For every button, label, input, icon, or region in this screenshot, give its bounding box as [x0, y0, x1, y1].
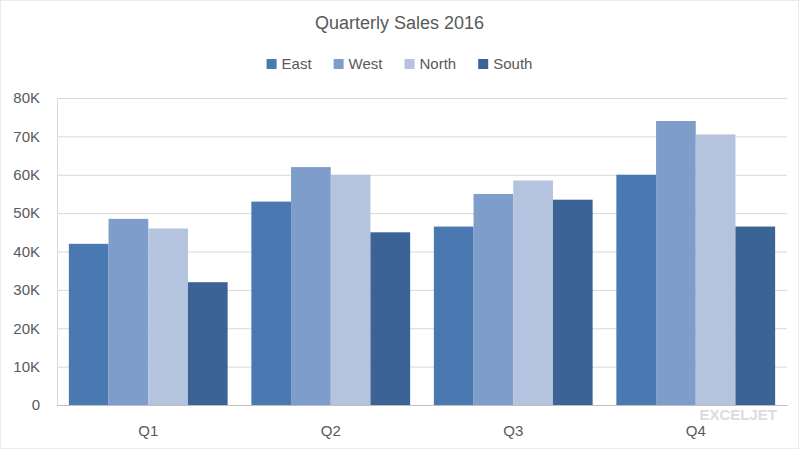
legend-label: North	[420, 55, 457, 72]
x-tick: Q1	[138, 405, 158, 439]
legend-swatch	[334, 59, 344, 69]
legend-item: West	[334, 55, 384, 72]
x-tick-label: Q4	[686, 422, 706, 439]
x-axis-line	[58, 405, 788, 406]
y-tick-label: 40K	[13, 243, 40, 260]
bar	[148, 228, 188, 405]
x-tick-label: Q2	[321, 422, 341, 439]
bar	[370, 232, 410, 405]
legend-item: South	[478, 55, 532, 72]
bar	[251, 202, 291, 405]
title: Quarterly Sales 2016	[315, 13, 484, 33]
legend-swatch	[405, 59, 415, 69]
y-tick-label: 70K	[13, 128, 40, 145]
y-axis: 0 10K 20K 30K 40K 50K 60K 70K 80K	[13, 89, 787, 413]
y-axis-line	[58, 99, 788, 406]
bar	[109, 219, 149, 405]
bar	[553, 200, 593, 405]
bar	[331, 175, 371, 405]
y-tick-label: 20K	[13, 320, 40, 337]
grid-line	[57, 405, 787, 406]
x-tick: Q2	[321, 405, 341, 439]
bar	[513, 181, 553, 405]
series	[109, 121, 696, 405]
x-tick: Q3	[503, 405, 523, 439]
y-tick-label: 30K	[13, 281, 40, 298]
series	[188, 200, 775, 405]
watermark: EXCELJET	[699, 406, 777, 423]
series	[69, 175, 656, 405]
legend-swatch	[478, 59, 488, 69]
x-tick-label: Q3	[503, 422, 523, 439]
legend-label: East	[282, 55, 313, 72]
legend-label: West	[349, 55, 384, 72]
bar	[474, 194, 514, 405]
series	[148, 134, 735, 405]
legend: East West North South	[267, 55, 533, 72]
chart: Quarterly Sales 2016 0 10K 20K 30K 40K 50K 60K 7…	[0, 0, 799, 449]
legend-item: East	[267, 55, 313, 72]
bars	[69, 121, 775, 405]
plot: 0 10K 20K 30K 40K 50K 60K 70K 80K Q1 Q2 Q3 Q4	[13, 89, 787, 438]
y-tick-label: 50K	[13, 204, 40, 221]
x-tick-label: Q1	[138, 422, 158, 439]
legend-item: North	[405, 55, 457, 72]
bar	[616, 175, 656, 405]
grid-line	[57, 98, 787, 99]
y-tick-label: 60K	[13, 166, 40, 183]
background	[0, 0, 799, 449]
y-tick-label: 0	[32, 396, 40, 413]
bar	[434, 227, 474, 405]
bar	[696, 134, 736, 405]
x-axis: Q1 Q2 Q3 Q4	[58, 405, 788, 439]
bar	[69, 244, 109, 405]
y-tick-label: 10K	[13, 358, 40, 375]
bar	[656, 121, 696, 405]
bar	[188, 282, 228, 405]
bar	[291, 167, 331, 405]
legend-swatch	[267, 59, 277, 69]
y-tick-label: 80K	[13, 89, 40, 106]
legend-label: South	[493, 55, 532, 72]
y-tick: 80K	[13, 89, 787, 106]
bar	[735, 227, 775, 405]
